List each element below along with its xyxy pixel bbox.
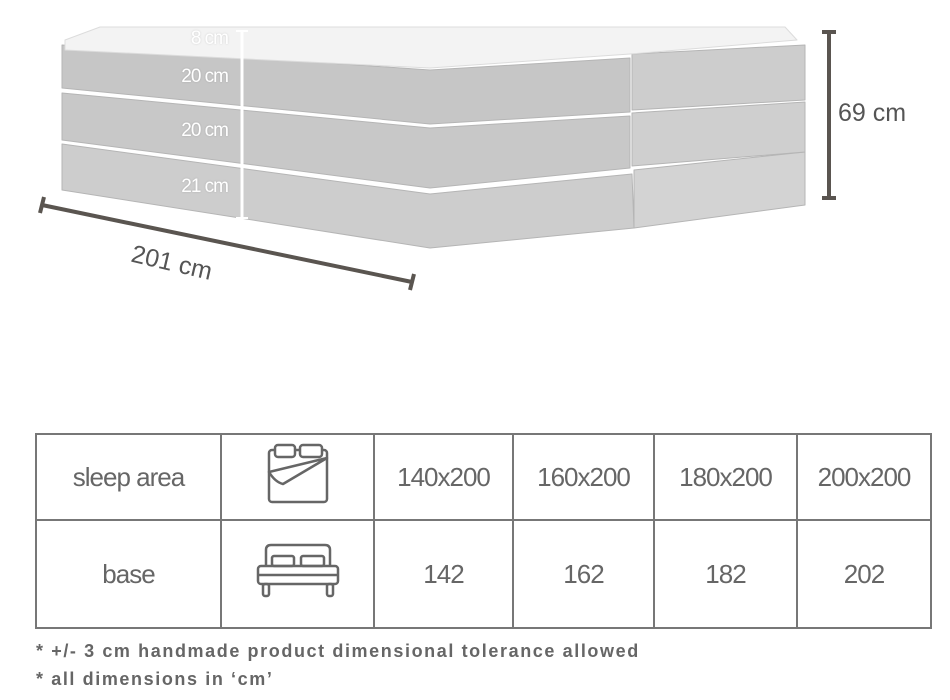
topper: [64, 26, 798, 69]
bed-top-view-icon: [267, 443, 328, 503]
cell-value: 140x200: [373, 433, 514, 521]
tolerance-note: * +/- 3 cm handmade product dimensional …: [36, 641, 640, 661]
base-height-label: 21 cm: [181, 176, 229, 197]
boxspring-bed-illustration: [38, 26, 836, 291]
table-row-sleep-area: sleep area 140x200 160x200 180x200 200x2…: [35, 433, 932, 521]
total-height-label: 69 cm: [838, 99, 907, 127]
cell-value: 200x200: [796, 433, 932, 521]
cell-value: 162: [512, 519, 655, 629]
length-line: [38, 196, 416, 291]
upper-mattress-height-label: 20 cm: [181, 66, 229, 87]
cell-value: 182: [653, 519, 798, 629]
topper-height-label: 8 cm: [190, 28, 229, 49]
mattress-lower-left: [61, 92, 631, 189]
lower-mattress-height-label: 20 cm: [181, 120, 229, 141]
table-row-base: base 142 162 182 202: [35, 519, 932, 629]
bed-front-view-icon: [256, 543, 339, 597]
row-label: sleep area: [35, 433, 222, 521]
base-right-block: [633, 151, 806, 229]
mattress-upper-right: [631, 44, 806, 111]
units-note: * all dimensions in ‘cm’: [36, 669, 274, 689]
mattress-upper-left: [61, 44, 631, 125]
cell-value: 202: [796, 519, 932, 629]
cell-value: 160x200: [512, 433, 655, 521]
row-label: base: [35, 519, 222, 629]
size-table: sleep area 140x200 160x200 180x200 200x2…: [35, 433, 932, 629]
total-height-line: [822, 30, 836, 200]
cell-value: 142: [373, 519, 514, 629]
cell-value: 180x200: [653, 433, 798, 521]
mattress-lower-right: [631, 101, 806, 167]
